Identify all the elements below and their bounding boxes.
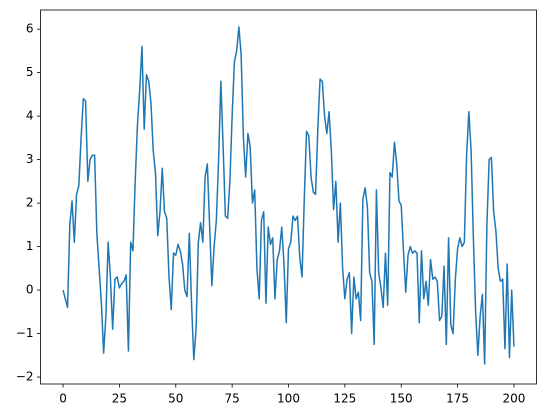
y-tick-label: 1 <box>26 239 34 253</box>
axes-frame <box>40 9 537 385</box>
x-tick-label: 0 <box>59 392 67 406</box>
y-tick-label: 2 <box>26 196 34 210</box>
x-tick-label: 125 <box>333 392 356 406</box>
x-tick-label: 100 <box>277 392 300 406</box>
x-tick-label: 75 <box>224 392 239 406</box>
y-tick-label: 5 <box>26 65 34 79</box>
y-tick-label: 4 <box>26 109 34 123</box>
y-tick-label: −2 <box>16 370 34 384</box>
x-tick-label: 200 <box>503 392 526 406</box>
y-tick-label: −1 <box>16 326 34 340</box>
y-tick-label: 3 <box>26 152 34 166</box>
y-tick-label: 6 <box>26 22 34 36</box>
x-tick-label: 50 <box>168 392 183 406</box>
y-tick-label: 0 <box>26 283 34 297</box>
line-series <box>62 26 515 365</box>
x-tick-label: 175 <box>446 392 469 406</box>
x-tick-label: 150 <box>390 392 413 406</box>
x-tick-label: 25 <box>112 392 127 406</box>
